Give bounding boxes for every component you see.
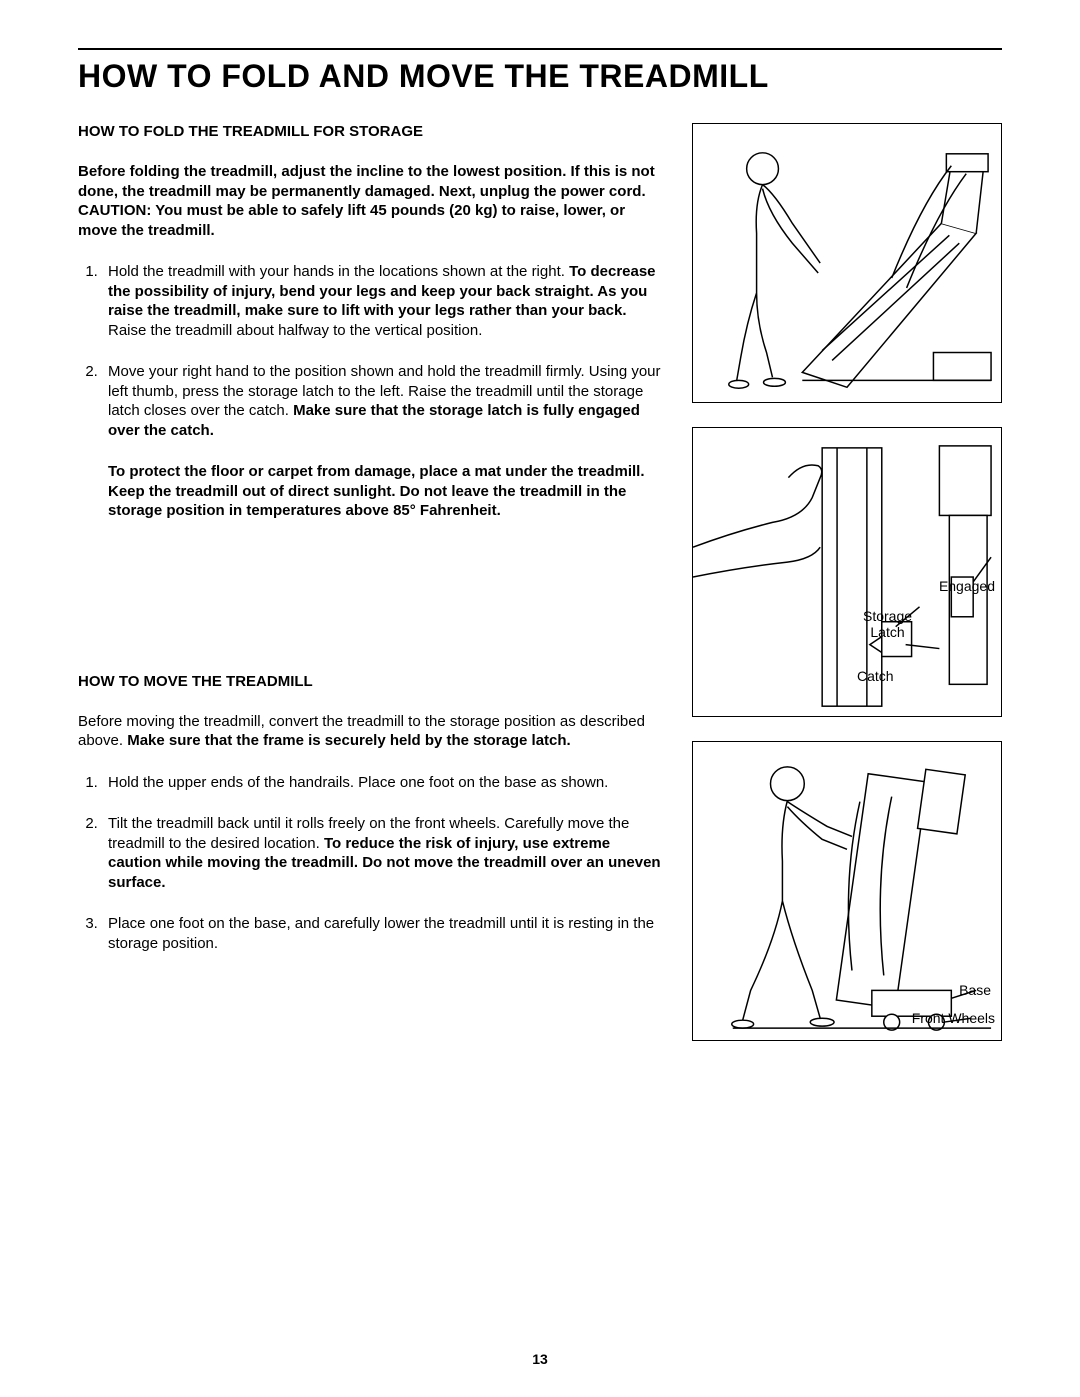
page-title: HOW TO FOLD AND MOVE THE TREADMILL (78, 58, 1002, 95)
label-catch: Catch (857, 668, 894, 684)
fold-step-2: Move your right hand to the position sho… (102, 362, 664, 521)
fold-step1-post: Raise the treadmill about halfway to the… (108, 322, 482, 339)
move-intro: Before moving the treadmill, convert the… (78, 712, 664, 751)
fold-intro: Before folding the treadmill, adjust the… (78, 162, 664, 240)
figure-storage-latch: Engaged Storage Latch Catch (692, 427, 1002, 717)
label-latch: Latch (870, 624, 904, 640)
move-heading: HOW TO MOVE THE TREADMILL (78, 673, 664, 690)
move-intro-bold: Make sure that the frame is securely hel… (127, 732, 571, 749)
label-base: Base (959, 982, 991, 998)
figure-fold-lift (692, 123, 1002, 403)
label-storage: Storage (863, 608, 912, 624)
section-spacer (78, 543, 664, 673)
fold-lift-illustration (693, 124, 1001, 402)
fold-step-1: Hold the treadmill with your hands in th… (102, 262, 664, 340)
left-column: HOW TO FOLD THE TREADMILL FOR STORAGE Be… (78, 123, 668, 1065)
move-wheels-illustration (693, 742, 1001, 1040)
move-steps: Hold the upper ends of the handrails. Pl… (78, 773, 664, 954)
right-column: Engaged Storage Latch Catch (692, 123, 1002, 1065)
move-step-3: Place one foot on the base, and carefull… (102, 914, 664, 953)
label-engaged: Engaged (939, 578, 995, 594)
move-step-1: Hold the upper ends of the handrails. Pl… (102, 773, 664, 793)
figure-move-wheels: Base Front Wheels (692, 741, 1002, 1041)
fold-step1-pre: Hold the treadmill with your hands in th… (108, 263, 569, 280)
label-front-wheels: Front Wheels (912, 1010, 995, 1026)
page-number: 13 (0, 1351, 1080, 1367)
top-rule (78, 48, 1002, 50)
move-step-2: Tilt the treadmill back until it rolls f… (102, 814, 664, 892)
storage-latch-illustration (693, 428, 1001, 716)
fold-steps: Hold the treadmill with your hands in th… (78, 262, 664, 521)
fold-step2-para2: To protect the floor or carpet from dama… (108, 462, 664, 521)
fold-heading: HOW TO FOLD THE TREADMILL FOR STORAGE (78, 123, 664, 140)
